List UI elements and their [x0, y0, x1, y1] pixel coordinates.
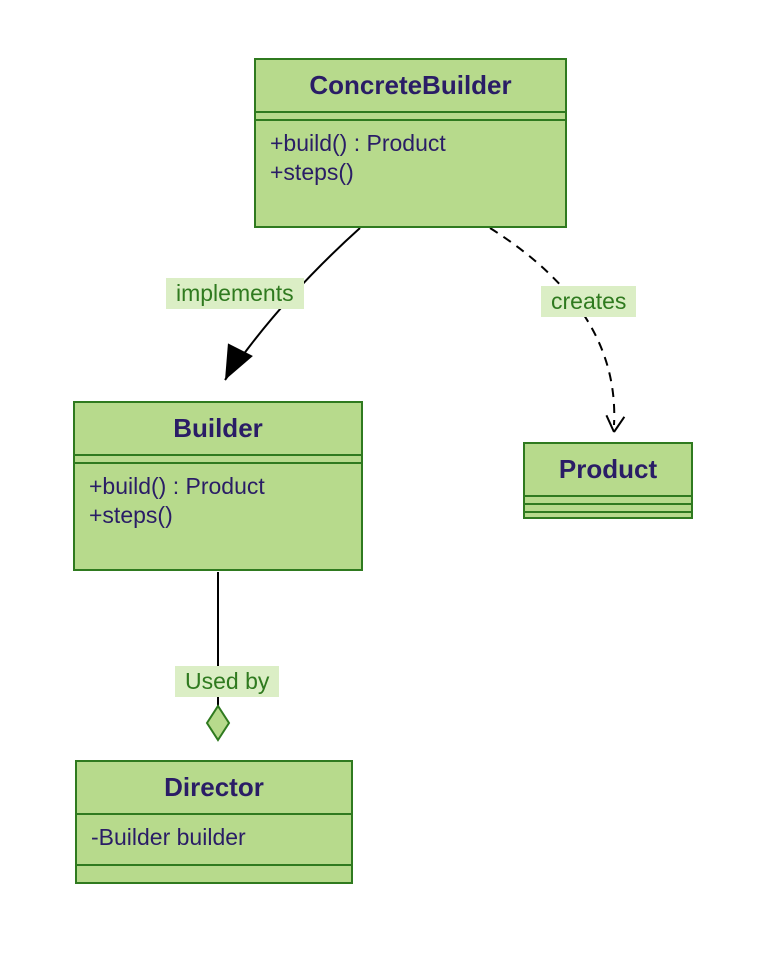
class-director: Director -Builder builder — [75, 760, 353, 884]
member: +steps() — [270, 158, 551, 187]
class-members: -Builder builder — [77, 815, 351, 864]
edge-label-implements: implements — [166, 278, 304, 309]
class-members: +build() : Product +steps() — [75, 464, 361, 542]
arrow-creates-icon — [605, 415, 624, 433]
class-title: Product — [525, 444, 691, 495]
class-builder: Builder +build() : Product +steps() — [73, 401, 363, 571]
edge-label-usedby: Used by — [175, 666, 279, 697]
member: -Builder builder — [91, 823, 337, 852]
member: +build() : Product — [89, 472, 347, 501]
member: +build() : Product — [270, 129, 551, 158]
class-title: Builder — [75, 403, 361, 454]
edge-label-creates: creates — [541, 286, 636, 317]
edge-creates — [490, 228, 614, 425]
arrow-usedby-icon — [207, 706, 229, 740]
divider — [75, 454, 361, 464]
arrow-implements-icon — [213, 343, 253, 386]
class-product: Product — [523, 442, 693, 519]
class-title: ConcreteBuilder — [256, 60, 565, 111]
divider — [525, 511, 691, 513]
divider — [525, 495, 691, 505]
divider — [77, 864, 351, 866]
divider — [256, 111, 565, 121]
class-members: +build() : Product +steps() — [256, 121, 565, 199]
uml-diagram: ConcreteBuilder +build() : Product +step… — [0, 0, 768, 973]
member: +steps() — [89, 501, 347, 530]
class-concrete-builder: ConcreteBuilder +build() : Product +step… — [254, 58, 567, 228]
class-title: Director — [77, 762, 351, 813]
